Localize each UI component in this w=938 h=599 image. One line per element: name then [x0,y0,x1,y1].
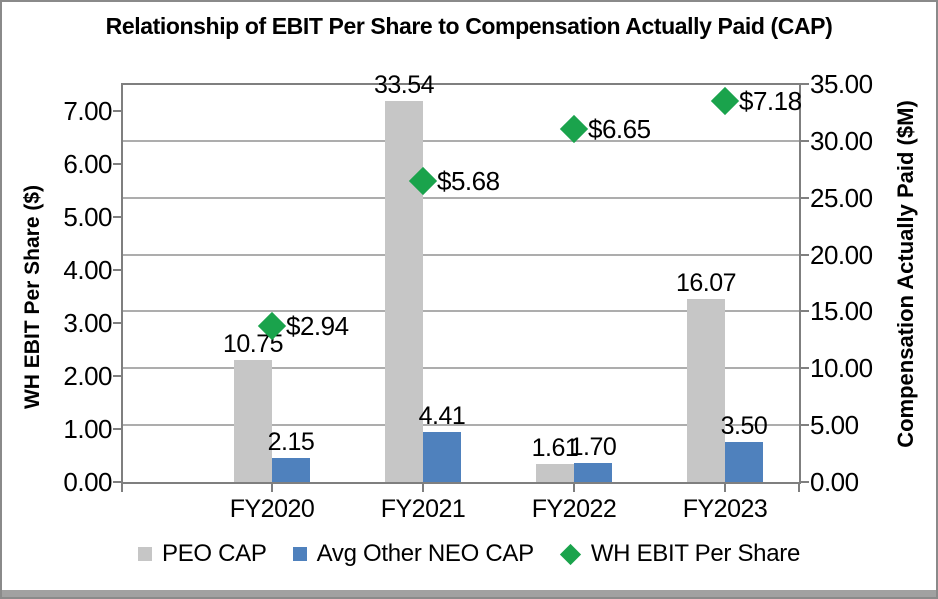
right-axis-tick [799,424,809,427]
legend-item: PEO CAP [137,540,267,568]
data-label: 3.50 [720,412,768,441]
bar-avg-other-neo-cap [574,462,612,482]
right-axis-tick-label: 20.00 [810,239,873,270]
left-axis-tick [113,162,123,165]
bar-avg-other-neo-cap [423,431,461,482]
category-label: FY2021 [380,495,466,523]
data-label: $6.65 [588,114,651,145]
bar-peo-cap [536,463,574,482]
right-axis-tick-label: 10.00 [810,353,873,384]
left-axis-tick-label: 4.00 [63,254,112,285]
data-label: 1.70 [569,432,617,461]
legend-diamond-icon [559,543,581,565]
data-label: 1.61 [531,433,579,462]
right-axis-tick-label: 25.00 [810,182,873,213]
data-label: 33.54 [373,70,435,99]
left-axis-tick [113,321,123,324]
gridline [123,424,799,427]
bar-avg-other-neo-cap [272,457,310,482]
bar-peo-cap [687,299,725,482]
x-axis-tick [724,483,726,492]
left-axis-tick-label: 6.00 [63,148,112,179]
gridline [123,253,799,256]
right-axis-tick-label: 5.00 [810,410,859,441]
category-label: FY2023 [682,495,768,523]
gridline [123,310,799,313]
bar-peo-cap [385,100,423,482]
data-label: $7.18 [739,85,802,116]
legend-square-icon [137,547,152,561]
legend-square-icon [292,547,307,561]
legend-label: PEO CAP [161,540,267,567]
left-axis-tick [113,215,123,218]
x-axis-tick [271,483,273,492]
legend-label: Avg Other NEO CAP [316,540,535,567]
left-axis-tick-label: 1.00 [63,413,112,444]
right-axis-tick [799,367,809,370]
right-axis-tick-label: 15.00 [810,296,873,327]
right-axis-tick [799,253,809,256]
data-label: $2.94 [286,310,349,341]
left-axis-tick [113,374,123,377]
left-axis-tick-label: 2.00 [63,360,112,391]
data-label: 16.07 [675,269,737,298]
right-axis-tick-label: 30.00 [810,125,873,156]
bar-avg-other-neo-cap [725,442,763,482]
legend-item: Avg Other NEO CAP [292,540,535,568]
data-label: 4.41 [418,401,466,430]
x-axis-tick [798,483,800,492]
left-axis-tick [113,427,123,430]
left-axis-tick-label: 0.00 [63,467,112,497]
legend: PEO CAP Avg Other NEO CAP WH EBIT Per Shar… [2,540,936,568]
data-label: 2.15 [267,427,315,456]
left-axis-tick [113,109,123,112]
right-axis-tick [799,481,809,483]
category-label: FY2020 [229,495,315,523]
right-axis-tick [799,139,809,142]
gridline [123,139,799,142]
diamond-marker [710,86,740,116]
right-axis-tick [799,83,809,85]
x-axis-tick [422,483,424,492]
left-axis-tick-label: 3.00 [63,307,112,338]
category-label: FY2022 [531,495,617,523]
left-axis-tick-label: 7.00 [63,95,112,126]
data-label: $5.68 [437,165,500,196]
chart-title: Relationship of EBIT Per Share to Compen… [105,13,833,39]
left-axis-title: WH EBIT Per Share ($) [21,184,44,410]
gridline [123,367,799,370]
gridline [123,196,799,199]
left-axis-tick-label: 5.00 [63,201,112,232]
right-axis-tick [799,196,809,199]
x-axis-tick [573,483,575,492]
right-axis-tick-label: 0.00 [810,467,859,497]
left-axis-tick [113,481,123,483]
legend-label: WH EBIT Per Share [590,540,801,567]
left-axis-tick [113,268,123,271]
legend-item: WH EBIT Per Share [559,540,801,568]
x-axis-tick [121,483,123,492]
right-axis-tick [799,310,809,313]
bar-peo-cap [234,359,272,482]
right-axis-tick-label: 35.00 [810,69,873,99]
bottom-divider-bar [2,590,936,597]
